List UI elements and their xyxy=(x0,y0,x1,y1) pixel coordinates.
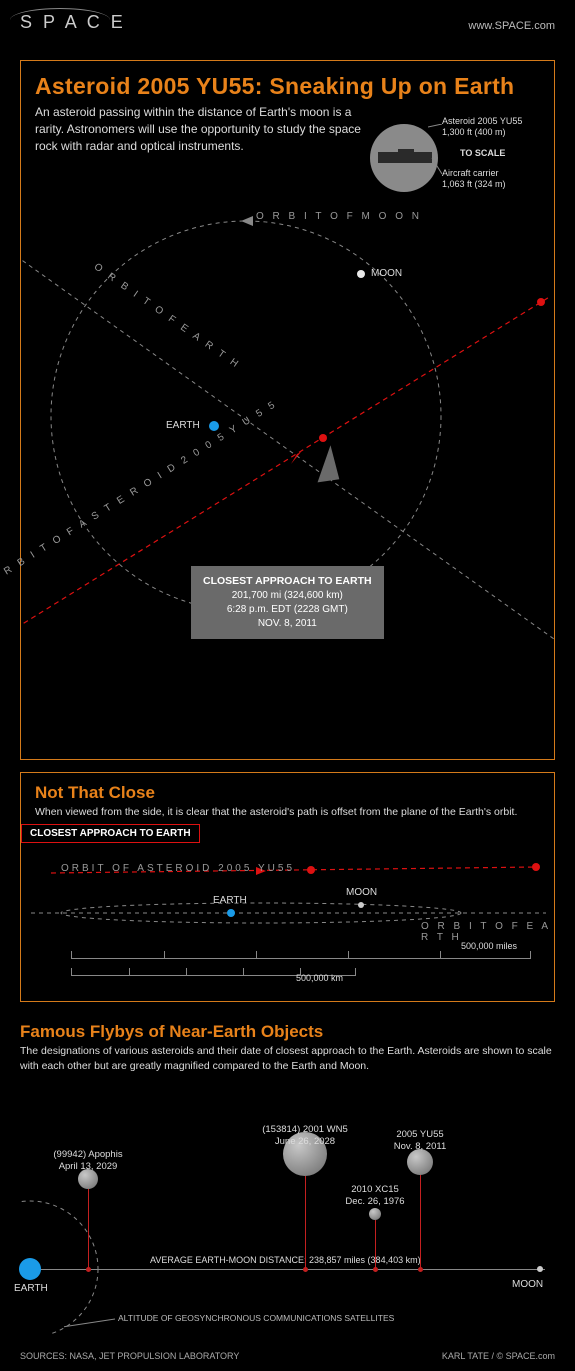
earth-side-label: EARTH xyxy=(213,895,247,906)
moon-flyby-label: MOON xyxy=(512,1279,543,1290)
flyby-diagram: EARTH MOON AVERAGE EARTH-MOON DISTANCE: … xyxy=(20,1074,555,1334)
orbit-diagram: O R B I T O F M O O N O R B I T O F E A … xyxy=(21,196,554,756)
flybys-title: Famous Flybys of Near-Earth Objects xyxy=(20,1014,555,1044)
header: S P A C E www.SPACE.com xyxy=(0,0,575,60)
carrier-scale-label: Aircraft carrier 1,063 ft (324 m) xyxy=(442,168,506,190)
leader-lines-icon xyxy=(428,124,448,184)
credit-text: KARL TATE / © SPACE.com xyxy=(442,1351,555,1361)
earth-dot xyxy=(209,421,219,431)
panel-side-view: Not That Close When viewed from the side… xyxy=(20,772,555,1002)
moon-orbit-arrow-icon xyxy=(241,216,253,226)
geo-satellites-label: ALTITUDE OF GEOSYNCHRONOUS COMMUNICATION… xyxy=(118,1313,394,1323)
asteroid-date: June 26, 2028 xyxy=(275,1136,335,1147)
closest-approach-callout: CLOSEST APPROACH TO EARTH 201,700 mi (32… xyxy=(191,566,384,639)
side-view-title: Not That Close xyxy=(21,773,554,805)
asteroid-label: 2010 XC15Dec. 26, 1976 xyxy=(320,1184,430,1209)
moon-side-dot xyxy=(358,902,364,908)
asteroid-size: 1,300 ft (400 m) xyxy=(442,127,506,137)
earth-flyby xyxy=(19,1258,41,1280)
asteroid-side-end-dot xyxy=(532,863,540,871)
asteroid-arrow-icon xyxy=(291,452,301,464)
sources-text: SOURCES: NASA, JET PROPULSION LABORATORY xyxy=(20,1351,239,1361)
asteroid-pin xyxy=(88,1189,89,1269)
asteroid-name: Asteroid 2005 YU55 xyxy=(442,116,522,126)
closest-approach-dot xyxy=(319,434,327,442)
asteroid-scale-label: Asteroid 2005 YU55 1,300 ft (400 m) xyxy=(442,116,522,138)
asteroid-label: 2005 YU55Nov. 8, 2011 xyxy=(365,1129,475,1154)
asteroid-name: 2005 YU55 xyxy=(396,1129,443,1140)
asteroid-sphere xyxy=(369,1208,381,1220)
asteroid-label: (99942) ApophisApril 13, 2029 xyxy=(33,1149,143,1174)
earth-orbit-side-label: O R B I T O F E A R T H xyxy=(421,921,554,943)
to-scale-label: TO SCALE xyxy=(460,148,505,159)
earth-flyby-label: EARTH xyxy=(14,1283,48,1294)
asteroid-date: Nov. 8, 2011 xyxy=(394,1141,446,1152)
site-url: www.SPACE.com xyxy=(468,20,555,32)
asteroid-name: (99942) Apophis xyxy=(53,1149,122,1160)
geo-leader-line xyxy=(64,1319,115,1327)
asteroid-name: (153814) 2001 WN5 xyxy=(262,1124,348,1135)
moon-orbit-label: O R B I T O F M O O N xyxy=(256,211,422,222)
callout-distance: 201,700 mi (324,600 km) xyxy=(203,589,372,603)
panel-main: Asteroid 2005 YU55: Sneaking Up on Earth… xyxy=(20,60,555,760)
pin-head-icon xyxy=(86,1267,91,1272)
section-flybys: Famous Flybys of Near-Earth Objects The … xyxy=(20,1014,555,1344)
earth-label: EARTH xyxy=(166,420,200,431)
scale-miles-label: 500,000 miles xyxy=(461,941,517,951)
flybys-intro: The designations of various asteroids an… xyxy=(20,1044,555,1073)
scale-inset: Asteroid 2005 YU55 1,300 ft (400 m) TO S… xyxy=(370,106,540,196)
earth-moon-baseline xyxy=(30,1269,545,1270)
asteroid-orbit-side-label: ORBIT OF ASTEROID 2005 YU55 xyxy=(61,863,295,874)
closest-side-dot xyxy=(307,866,315,874)
asteroid-label: (153814) 2001 WN5June 26, 2028 xyxy=(250,1124,360,1149)
pin-head-icon xyxy=(373,1267,378,1272)
callout-header: CLOSEST APPROACH TO EARTH xyxy=(203,574,372,589)
footer: SOURCES: NASA, JET PROPULSION LABORATORY… xyxy=(20,1351,555,1361)
orbit-svg xyxy=(21,196,554,756)
callout-pointer-icon xyxy=(313,445,340,483)
moon-side-label: MOON xyxy=(346,887,377,898)
avg-distance-label: AVERAGE EARTH-MOON DISTANCE: 238,857 mil… xyxy=(150,1255,421,1265)
main-title: Asteroid 2005 YU55: Sneaking Up on Earth xyxy=(21,61,554,104)
asteroid-pin xyxy=(305,1176,306,1269)
side-view-intro: When viewed from the side, it is clear t… xyxy=(21,805,554,820)
asteroid-name: 2010 XC15 xyxy=(351,1184,399,1195)
carrier-size: 1,063 ft (324 m) xyxy=(442,179,506,189)
carrier-name: Aircraft carrier xyxy=(442,168,499,178)
side-view-diagram: CLOSEST APPROACH TO EARTH ORBIT OF ASTER… xyxy=(21,823,554,998)
asteroid-date: Dec. 26, 1976 xyxy=(345,1196,404,1207)
moon-label: MOON xyxy=(371,268,402,279)
asteroid-end-dot xyxy=(537,298,545,306)
pin-head-icon xyxy=(418,1267,423,1272)
callout-date: NOV. 8, 2011 xyxy=(203,617,372,631)
asteroid-pin xyxy=(375,1220,376,1269)
moon-dot xyxy=(357,270,365,278)
flyby-svg xyxy=(20,1074,555,1334)
scale-km-label: 500,000 km xyxy=(296,973,343,983)
moon-flyby xyxy=(537,1266,543,1272)
aircraft-carrier-icon xyxy=(378,152,432,163)
callout-time: 6:28 p.m. EDT (2228 GMT) xyxy=(203,603,372,617)
scale-bar-miles xyxy=(71,951,531,959)
asteroid-date: April 13, 2029 xyxy=(59,1161,118,1172)
earth-side-dot xyxy=(227,909,235,917)
pin-head-icon xyxy=(303,1267,308,1272)
logo-text: S P A C E xyxy=(20,12,126,33)
